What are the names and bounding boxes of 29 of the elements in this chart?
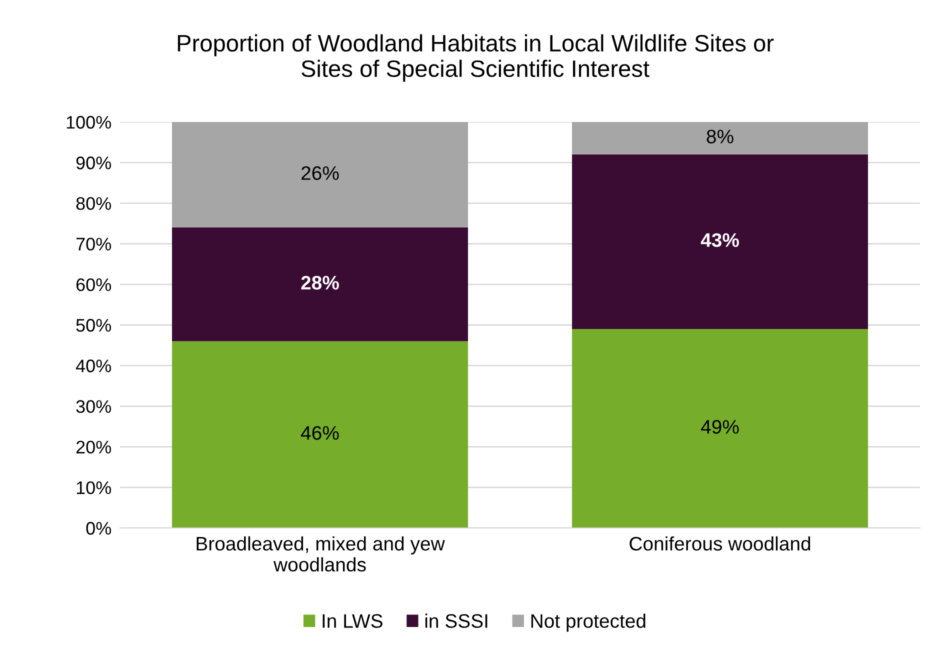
bar <box>172 228 468 342</box>
y-tick-label: 50% <box>76 318 112 332</box>
data-label: 46% <box>300 426 339 440</box>
y-tick-label: 90% <box>76 156 112 170</box>
data-label: 43% <box>700 233 739 248</box>
y-tick-label: 10% <box>76 481 112 494</box>
y-tick-label: 30% <box>76 400 112 413</box>
data-label: 8% <box>706 130 734 144</box>
legend-label: in SSSI <box>425 614 488 628</box>
bar <box>572 154 868 330</box>
bar <box>572 329 868 528</box>
legend-label: Not protected <box>531 614 646 632</box>
data-label: 26% <box>302 166 339 180</box>
data-label: 28% <box>301 276 339 290</box>
y-tick-label: 60% <box>76 278 112 292</box>
y-tick-label: 0% <box>86 522 112 535</box>
y-tick-label: 80% <box>76 197 112 210</box>
y-tick-label: 70% <box>76 238 112 251</box>
y-tick-label: 20% <box>76 440 112 454</box>
bar <box>172 341 468 528</box>
bar <box>172 122 468 228</box>
bar <box>572 122 868 154</box>
x-tick-label: Broadleaved, mixed and yew woodlands <box>196 536 445 572</box>
x-tick-label: Coniferous woodland <box>630 536 810 551</box>
chart-title: Proportion of Woodland Habitats in Local Wildlife Sites or Sites of Special Scientific Interest <box>178 34 774 82</box>
y-tick-label: 40% <box>76 360 112 372</box>
data-label: 49% <box>700 420 739 434</box>
legend-label: In LWS <box>322 614 382 628</box>
y-tick-label: 100% <box>66 116 112 129</box>
